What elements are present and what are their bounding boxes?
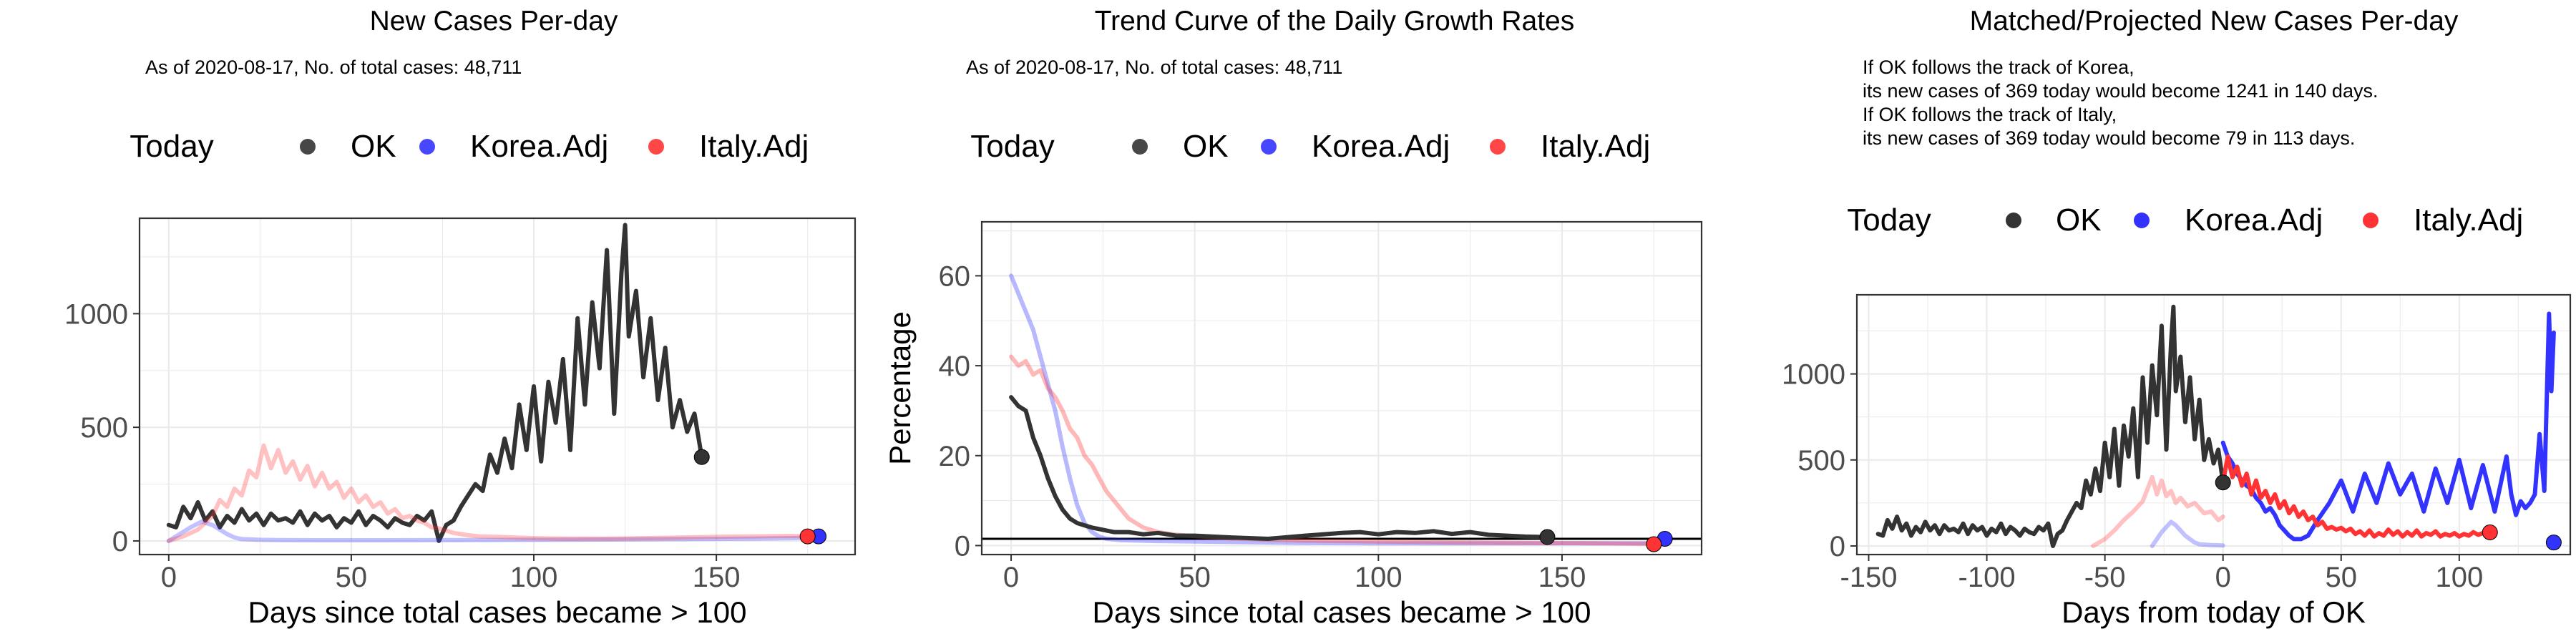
series-line-ok: [1009, 395, 1550, 541]
today-point-korea-adj: [2545, 535, 2562, 551]
x-axis-label: Days since total cases became > 100: [248, 595, 747, 629]
legend-key-ok: [2006, 213, 2021, 228]
y-tick-label: 0: [955, 530, 970, 562]
legend-label: OK: [2056, 203, 2102, 238]
plot-frame: [138, 217, 857, 556]
chart-title: Trend Curve of the Daily Growth Rates: [1095, 6, 1574, 36]
chart-panel-3: Matched/Projected New Cases Per-day If OK…: [1782, 6, 2572, 629]
y-axis-label: Percentage: [883, 311, 917, 465]
today-point-italy-adj: [2482, 524, 2498, 540]
x-tick-label: -50: [2084, 562, 2126, 593]
legend-label: Korea.Adj: [1312, 129, 1450, 164]
chart-panel-2: Trend Curve of the Daily Growth Rates As …: [883, 6, 1703, 629]
series-line-korea-adj: [166, 519, 821, 543]
y-tick-label: 60: [939, 260, 971, 292]
today-point-ok: [2215, 474, 2231, 491]
legend: Today OK Korea.Adj Italy.Adj: [130, 129, 809, 164]
legend-title: Today: [1847, 203, 1931, 238]
y-tick-label: 500: [1797, 445, 1845, 477]
x-axis-label: Days from today of OK: [2062, 595, 2366, 629]
legend-key-italy-adj: [2363, 213, 2379, 228]
series-line-korea-adj: [2220, 311, 2556, 542]
x-tick-label: 0: [1003, 562, 1019, 593]
legend-key-ok: [300, 139, 316, 155]
series-layer: [1875, 304, 2562, 551]
legend-key-ok: [1132, 139, 1148, 155]
annotation-line: If OK follows the track of Italy,: [1863, 104, 2117, 125]
annotation-line: its new cases of 369 today would become …: [1863, 80, 2378, 102]
x-tick-label: 150: [1538, 562, 1586, 593]
x-tick-label: 150: [693, 562, 741, 593]
chart-subtitle: As of 2020-08-17, No. of total cases: 48…: [966, 57, 1342, 78]
legend-key-korea-adj: [2134, 213, 2150, 228]
legend-title: Today: [130, 129, 213, 164]
series-line-italy-adj: [2220, 454, 2492, 539]
series-line-italy-adj-past: [2091, 474, 2225, 548]
legend-key-korea-adj: [1261, 139, 1277, 155]
y-tick-label: 40: [939, 351, 971, 382]
legend-label: OK: [1183, 129, 1229, 164]
plot-frame: [1855, 293, 2572, 556]
chart-subtitle: As of 2020-08-17, No. of total cases: 48…: [145, 57, 522, 78]
legend-label: Korea.Adj: [470, 129, 608, 164]
series-line-italy-adj: [1009, 354, 1657, 546]
plot-background: [1857, 295, 2570, 555]
y-tick-label: 1000: [1782, 359, 1845, 391]
x-tick-label: -100: [1958, 562, 2016, 593]
y-tick-label: 0: [112, 526, 128, 557]
annotation-line: If OK follows the track of Korea,: [1863, 57, 2135, 78]
legend-label: Italy.Adj: [2414, 203, 2523, 238]
series-line-korea-adj: [1009, 273, 1667, 546]
series-line-ok: [1875, 304, 2225, 548]
legend-label: Italy.Adj: [699, 129, 809, 164]
y-tick-label: 0: [1830, 531, 1845, 562]
x-tick-label: 100: [510, 562, 558, 593]
x-tick-label: 100: [1355, 562, 1402, 593]
legend-key-italy-adj: [1490, 139, 1506, 155]
plot-background: [140, 218, 855, 555]
x-axis-label: Days since total cases became > 100: [1093, 595, 1591, 629]
series-layer: [166, 223, 826, 545]
x-tick-label: 50: [1179, 562, 1211, 593]
legend-label: OK: [351, 129, 396, 164]
today-point-ok: [1539, 529, 1556, 545]
legend: Today OK Korea.Adj Italy.Adj: [1847, 203, 2523, 238]
x-tick-label: 50: [2326, 562, 2358, 593]
plot-frame: [980, 220, 1703, 556]
legend: Today OK Korea.Adj Italy.Adj: [970, 129, 1650, 164]
x-tick-label: 100: [2435, 562, 2483, 593]
series-line-ok: [166, 223, 704, 543]
x-tick-label: 0: [161, 562, 177, 593]
legend-title: Today: [970, 129, 1054, 164]
today-point-italy-adj: [799, 528, 816, 545]
x-tick-label: -150: [1840, 562, 1897, 593]
y-tick-label: 1000: [64, 298, 128, 330]
today-point-ok: [693, 449, 710, 465]
annotation-line: its new cases of 369 today would become …: [1863, 127, 2355, 149]
today-point-italy-adj: [1646, 536, 1662, 552]
legend-label: Italy.Adj: [1541, 129, 1650, 164]
chart-title: Matched/Projected New Cases Per-day: [1970, 6, 2459, 36]
x-tick-label: 0: [2215, 562, 2231, 593]
plot-background: [982, 222, 1702, 555]
series-line-italy-adj: [166, 443, 810, 543]
chart-panel-1: New Cases Per-day As of 2020-08-17, No. o…: [64, 6, 857, 629]
legend-key-italy-adj: [648, 139, 664, 155]
y-tick-label: 500: [80, 412, 128, 444]
series-layer: [982, 273, 1702, 552]
legend-label: Korea.Adj: [2185, 203, 2323, 238]
legend-key-korea-adj: [419, 139, 435, 155]
x-tick-label: 50: [336, 562, 368, 593]
series-line-korea-adj-past: [2150, 519, 2225, 548]
chart-title: New Cases Per-day: [370, 6, 618, 36]
y-tick-label: 20: [939, 441, 971, 472]
